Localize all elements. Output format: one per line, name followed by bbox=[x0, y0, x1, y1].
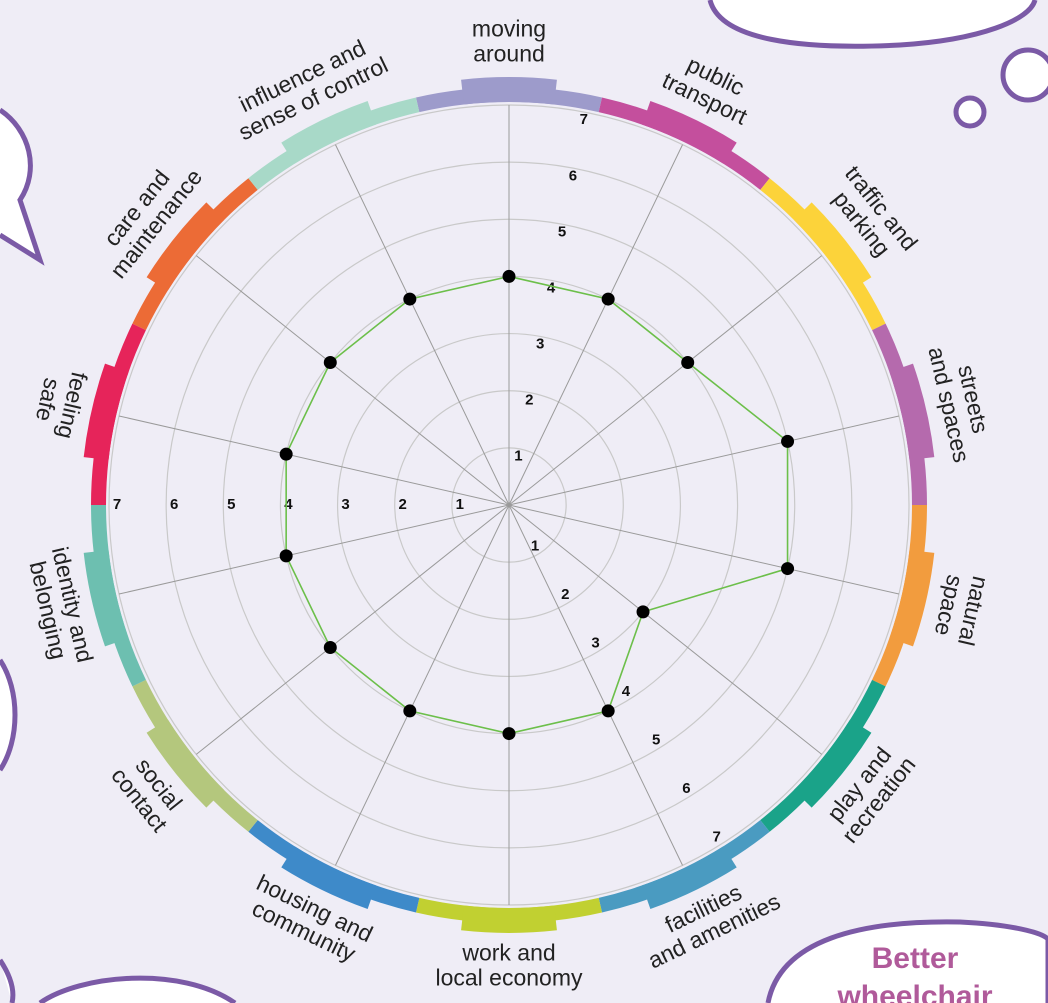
data-point bbox=[323, 641, 337, 655]
spoke bbox=[195, 504, 510, 755]
category-ring bbox=[461, 77, 557, 105]
data-point bbox=[323, 355, 337, 369]
data-point bbox=[279, 549, 293, 563]
r-tick-label: 3 bbox=[536, 336, 544, 353]
category-label-line: moving bbox=[472, 16, 546, 42]
r-tick-label: 3 bbox=[341, 496, 349, 513]
data-point bbox=[601, 704, 615, 718]
data-point bbox=[781, 434, 795, 448]
r-tick-label: 2 bbox=[399, 496, 407, 513]
category-ring bbox=[760, 679, 886, 832]
r-tick-label: 4 bbox=[284, 496, 293, 513]
r-tick-label: 7 bbox=[113, 496, 121, 513]
r-tick-label: 2 bbox=[561, 586, 569, 603]
spoke bbox=[118, 415, 510, 506]
r-tick-label: 5 bbox=[227, 496, 235, 513]
spoke bbox=[195, 255, 510, 506]
r-tick-label: 7 bbox=[580, 111, 588, 128]
category-ring bbox=[889, 550, 935, 647]
spoke bbox=[508, 144, 684, 506]
category-ring bbox=[248, 97, 420, 190]
data-point bbox=[681, 355, 695, 369]
category-ring bbox=[598, 97, 770, 190]
r-tick-label: 1 bbox=[531, 538, 539, 555]
category-ring bbox=[83, 550, 129, 647]
r-tick-label: 6 bbox=[170, 496, 178, 513]
category-ring bbox=[281, 846, 376, 909]
category-ring bbox=[642, 101, 737, 164]
category-ring bbox=[889, 363, 935, 460]
spoke bbox=[118, 504, 510, 595]
category-ring bbox=[132, 178, 258, 331]
data-point bbox=[636, 605, 650, 619]
r-tick-label: 1 bbox=[514, 448, 522, 465]
spoke bbox=[508, 504, 823, 755]
spoke bbox=[334, 504, 510, 866]
category-ring bbox=[146, 719, 225, 808]
category-ring bbox=[872, 323, 927, 505]
r-tick-label: 5 bbox=[652, 731, 660, 748]
spoke bbox=[334, 144, 510, 506]
category-label-line: work and bbox=[461, 940, 555, 966]
r-tick-label: 1 bbox=[456, 496, 464, 513]
r-tick-label: 5 bbox=[558, 223, 566, 240]
category-ring bbox=[793, 719, 872, 808]
category-ring bbox=[132, 679, 258, 832]
r-tick-label: 4 bbox=[622, 683, 631, 700]
r-tick-label: 6 bbox=[682, 780, 690, 797]
category-ring bbox=[793, 202, 872, 291]
category-ring bbox=[91, 323, 146, 505]
data-point bbox=[403, 292, 417, 306]
category-ring bbox=[461, 905, 557, 934]
category-ring bbox=[281, 101, 376, 164]
spoke bbox=[508, 415, 900, 506]
category-ring bbox=[598, 820, 770, 913]
r-tick-label: 7 bbox=[713, 828, 721, 845]
r-tick-label: 6 bbox=[569, 167, 577, 184]
spoke bbox=[508, 504, 684, 866]
spoke bbox=[508, 504, 900, 595]
category-ring bbox=[248, 820, 420, 913]
data-point bbox=[502, 727, 516, 741]
r-tick-label: 3 bbox=[591, 635, 599, 652]
category-label-line: around bbox=[473, 41, 545, 67]
category-ring bbox=[760, 178, 886, 331]
category-label-line: local economy bbox=[435, 965, 583, 991]
data-point bbox=[403, 704, 417, 718]
annotation: wheelchair bbox=[836, 980, 992, 1003]
category-ring bbox=[642, 846, 737, 909]
spoke bbox=[508, 255, 823, 506]
r-tick-label: 2 bbox=[525, 392, 533, 409]
category-ring bbox=[146, 202, 225, 291]
category-ring bbox=[91, 505, 146, 687]
annotation: Better bbox=[872, 942, 959, 975]
category-ring bbox=[83, 363, 129, 460]
category-ring bbox=[872, 505, 927, 687]
data-point bbox=[601, 292, 615, 306]
r-tick-label: 4 bbox=[547, 279, 556, 296]
data-point bbox=[781, 562, 795, 576]
data-point bbox=[279, 447, 293, 461]
data-point bbox=[502, 269, 516, 283]
